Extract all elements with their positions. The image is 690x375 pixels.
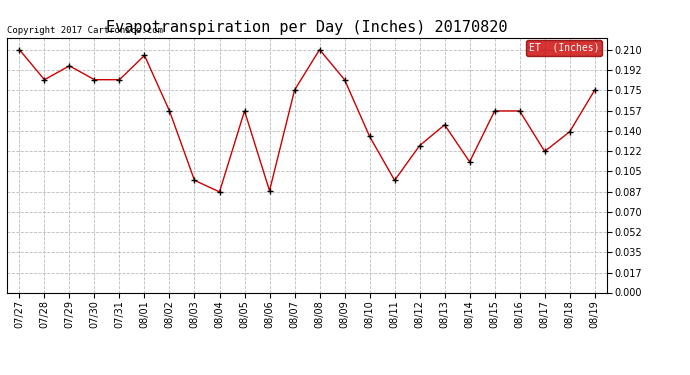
Title: Evapotranspiration per Day (Inches) 20170820: Evapotranspiration per Day (Inches) 2017… [106, 20, 508, 35]
Legend: ET  (Inches): ET (Inches) [526, 40, 602, 56]
Text: Copyright 2017 Cartronics.com: Copyright 2017 Cartronics.com [7, 26, 163, 35]
